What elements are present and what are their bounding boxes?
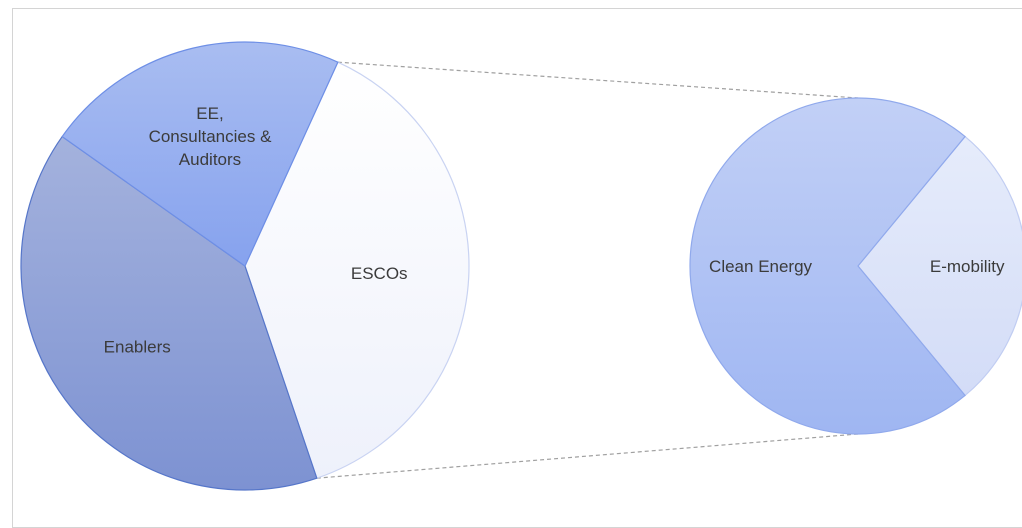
slice-escos (244, 61, 470, 479)
slice-ee-consultancies-and-auditors (61, 41, 339, 267)
slice-clean-energy (689, 97, 966, 435)
connector-bottom (316, 433, 859, 479)
main-pie (20, 41, 470, 491)
detail-pie (689, 97, 1022, 435)
connector-lines (316, 61, 859, 479)
connector-top (337, 61, 859, 99)
slice-labels: ESCOs Enablers EE, Consultancies & Auditors E… (104, 104, 1005, 356)
pie-of-pie-chart: ESCOs Enablers EE, Consultancies & Auditors E… (20, 41, 1022, 491)
label-ee-consultancies-and-auditors: EE, Consultancies & Auditors (149, 104, 273, 169)
slice-e-mobility (857, 135, 1022, 397)
label-escos: ESCOs (351, 264, 408, 283)
label-e-mobility: E-mobility (930, 257, 1005, 276)
slice-enablers (20, 135, 318, 491)
label-enablers: Enablers (104, 337, 171, 356)
label-clean-energy: Clean Energy (709, 257, 813, 276)
